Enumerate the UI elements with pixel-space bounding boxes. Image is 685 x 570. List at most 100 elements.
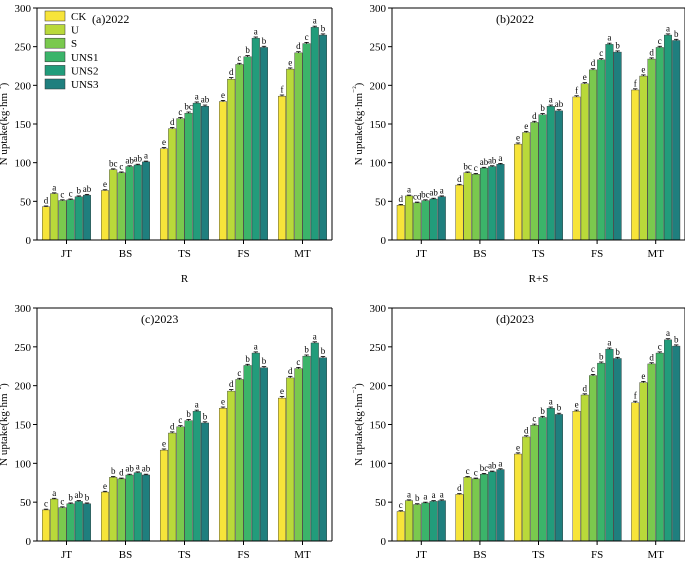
significance-letter: d — [524, 425, 529, 435]
bar-MT-U — [286, 377, 295, 542]
bar-FS-U — [580, 394, 589, 542]
y-tick-label: 100 — [15, 458, 32, 470]
y-tick-label: 300 — [15, 3, 32, 15]
bar-TS-UNS1 — [538, 417, 547, 542]
bar-MT-S — [294, 368, 303, 542]
significance-letter: b — [203, 411, 208, 421]
error-bar — [60, 506, 65, 508]
bar-FS-UNS2 — [605, 348, 614, 542]
y-tick-label: 150 — [15, 119, 32, 131]
significance-letter: a — [136, 461, 140, 471]
significance-letter: b — [674, 29, 679, 39]
error-bar — [111, 476, 116, 478]
error-bar — [665, 338, 671, 340]
error-bar — [253, 351, 258, 354]
error-bar — [220, 100, 226, 102]
x-tick-label: FS — [591, 248, 603, 260]
error-bar — [135, 163, 140, 165]
bar-TS-UNS1 — [184, 420, 193, 542]
y-tick-label: 100 — [370, 458, 387, 470]
y-tick-label: 300 — [15, 303, 32, 315]
error-bar — [490, 470, 495, 472]
significance-letter: a — [666, 23, 670, 33]
legend-swatch — [44, 37, 66, 49]
significance-letter: c — [178, 415, 182, 425]
y-tick-label: 250 — [370, 42, 387, 54]
bar-MT-UNS1 — [655, 352, 664, 542]
bar-FS-UNS2 — [251, 352, 260, 542]
bar-FS-UNS2 — [605, 44, 614, 241]
error-bar — [296, 367, 301, 369]
significance-letter: a — [313, 16, 317, 26]
error-bar — [406, 194, 412, 196]
significance-letter: c — [658, 341, 662, 351]
legend-label: S — [71, 38, 77, 50]
bar-BS-U — [109, 477, 118, 542]
significance-letter: a — [195, 91, 199, 101]
bar-MT-UNS1 — [655, 47, 664, 241]
y-tick-label: 250 — [370, 342, 387, 354]
bar-MT-UNS3 — [319, 357, 328, 542]
bar-BS-UNS2 — [488, 471, 497, 542]
bar-JT-UNS2 — [74, 196, 83, 241]
bar-FS-UNS1 — [597, 59, 606, 241]
legend-swatch — [44, 78, 66, 90]
legend-swatch — [44, 24, 66, 35]
bar-BS-UNS1 — [125, 474, 134, 542]
x-tick-label: JT — [416, 549, 427, 561]
error-bar — [548, 406, 553, 409]
bar-FS-UNS3 — [260, 367, 269, 542]
significance-letter: e — [103, 179, 107, 189]
error-bar — [143, 473, 149, 475]
significance-letter: d — [119, 468, 124, 478]
bar-FS-UNS3 — [613, 358, 622, 542]
significance-letter: c — [591, 364, 595, 374]
bar-MT-UNS2 — [664, 34, 673, 241]
significance-letter: a — [423, 492, 427, 502]
error-bar — [473, 477, 478, 479]
bar-FS-UNS1 — [243, 365, 252, 542]
significance-letter: d — [229, 379, 234, 389]
significance-letter: b — [304, 344, 309, 354]
significance-letter: c — [69, 189, 73, 199]
bar-MT-U — [286, 68, 295, 241]
bar-FS-S — [589, 375, 598, 542]
error-bar — [532, 423, 537, 426]
significance-letter: bc — [184, 102, 193, 112]
error-bar — [465, 476, 470, 478]
significance-letter: f — [281, 85, 284, 95]
bar-FS-S — [235, 379, 244, 542]
error-bar — [186, 111, 191, 114]
y-tick-label: 100 — [15, 158, 32, 170]
y-tick-label: 200 — [15, 80, 32, 92]
x-tick-label: BS — [119, 248, 132, 260]
error-bar — [415, 201, 420, 203]
error-bar — [202, 104, 208, 107]
error-bar — [194, 409, 199, 412]
error-bar — [473, 173, 478, 175]
error-bar — [481, 473, 487, 475]
bar-BS-S — [117, 172, 126, 241]
significance-letter: a — [549, 397, 553, 407]
bar-JT-UNS2 — [429, 198, 438, 241]
bar-BS-UNS3 — [141, 161, 150, 241]
error-bar — [599, 361, 604, 364]
y-tick-label: 250 — [15, 42, 32, 54]
significance-letter: f — [634, 78, 637, 88]
significance-letter: a — [52, 182, 56, 192]
bar-BS-UNS3 — [496, 164, 505, 241]
bar-FS-UNS1 — [597, 362, 606, 542]
significance-letter: c — [296, 357, 300, 367]
error-bar — [615, 50, 620, 53]
x-tick-label: FS — [237, 549, 249, 561]
bar-TS-S — [530, 122, 539, 241]
significance-letter: b — [321, 346, 326, 356]
error-bar — [457, 493, 462, 495]
bar-FS-U — [580, 83, 589, 241]
y-tick-label: 200 — [370, 80, 387, 92]
significance-letter: ab — [83, 184, 92, 194]
bar-BS-CK — [100, 491, 109, 542]
bar-TS-UNS3 — [555, 414, 564, 542]
significance-letter: a — [607, 338, 611, 348]
